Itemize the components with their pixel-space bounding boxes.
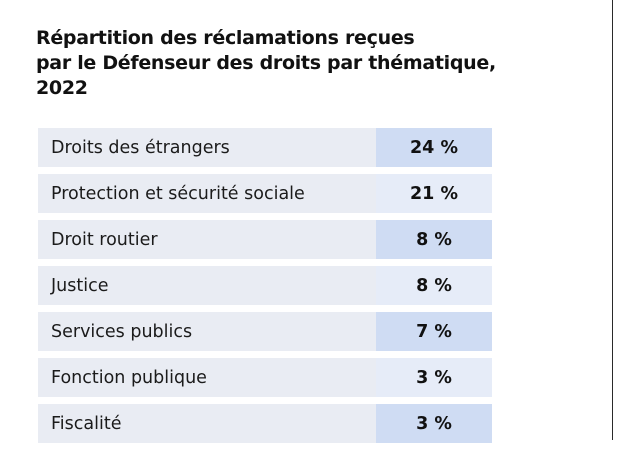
row-label: Protection et sécurité sociale xyxy=(38,174,376,213)
row-value: 21 % xyxy=(376,174,492,213)
row-value: 3 % xyxy=(376,404,492,443)
row-label: Justice xyxy=(38,266,376,305)
table-row: Fonction publique 3 % xyxy=(38,358,492,397)
table-row: Droits des étrangers 24 % xyxy=(38,128,492,167)
table-row: Protection et sécurité sociale 21 % xyxy=(38,174,492,213)
row-value: 8 % xyxy=(376,220,492,259)
row-value: 24 % xyxy=(376,128,492,167)
row-label: Droits des étrangers xyxy=(38,128,376,167)
table-row: Droit routier 8 % xyxy=(38,220,492,259)
table-row: Fiscalité 3 % xyxy=(38,404,492,443)
row-label: Fonction publique xyxy=(38,358,376,397)
complaints-table: Droits des étrangers 24 % Protection et sé… xyxy=(38,128,492,450)
row-label: Services publics xyxy=(38,312,376,351)
row-value: 3 % xyxy=(376,358,492,397)
row-label: Fiscalité xyxy=(38,404,376,443)
chart-title-line-3: 2022 xyxy=(36,77,88,99)
page-edge-rule xyxy=(612,0,613,440)
chart-title-line-2: par le Défenseur des droits par thématiq… xyxy=(36,52,496,74)
table-row: Justice 8 % xyxy=(38,266,492,305)
table-row: Services publics 7 % xyxy=(38,312,492,351)
row-value: 7 % xyxy=(376,312,492,351)
row-value: 8 % xyxy=(376,266,492,305)
row-label: Droit routier xyxy=(38,220,376,259)
chart-title-line-1: Répartition des réclamations reçues xyxy=(36,27,415,49)
chart-title: Répartition des réclamations reçues par … xyxy=(36,26,556,101)
